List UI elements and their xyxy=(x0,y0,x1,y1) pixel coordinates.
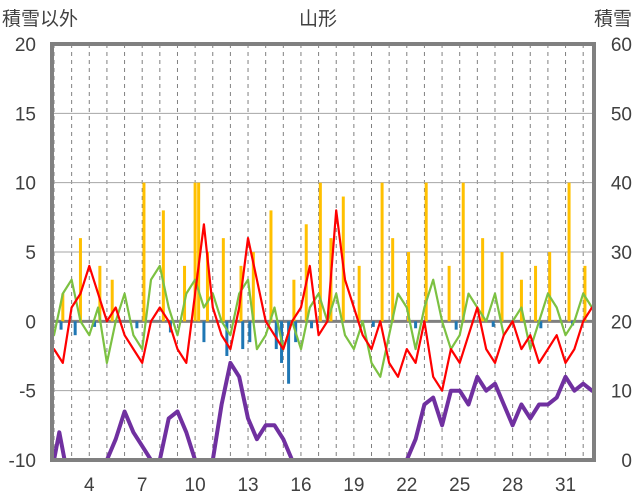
x-tick-label: 28 xyxy=(502,475,523,496)
bar-s2-22 xyxy=(407,252,411,322)
bar-s2-19 xyxy=(357,265,361,322)
bar-s3-1 xyxy=(73,321,77,336)
bar-s2-8 xyxy=(197,182,201,322)
x-tick-label: 25 xyxy=(449,475,470,496)
bar-s3-15 xyxy=(414,321,418,329)
bar-s3-8 xyxy=(248,321,252,343)
bar-s2-10 xyxy=(221,238,225,322)
y-right-tick-label: 10 xyxy=(611,382,632,403)
bar-s2-21 xyxy=(391,238,395,322)
bar-s3-18 xyxy=(539,321,543,329)
bar-s2-13 xyxy=(269,210,273,322)
bar-s2-14 xyxy=(292,279,296,322)
y-right-tick-label: 60 xyxy=(611,35,632,56)
bar-s3-16 xyxy=(454,321,458,330)
bar-s3-7 xyxy=(241,321,245,350)
bar-s2-3 xyxy=(110,279,114,322)
bar-s2-12 xyxy=(251,252,255,322)
bar-s2-16 xyxy=(318,182,322,322)
x-tick-label: 16 xyxy=(290,475,311,496)
series-lines xyxy=(52,209,594,462)
y-left-tick-label: 20 xyxy=(15,35,36,56)
y-left-tick-label: -5 xyxy=(19,382,36,403)
y-right-tick-label: 50 xyxy=(611,104,632,125)
bar-s3-11 xyxy=(287,321,291,384)
bar-s2-15 xyxy=(304,224,308,322)
bar-s3-2 xyxy=(93,321,97,327)
x-tick-label: 7 xyxy=(137,475,148,496)
y-right-tick-label: 0 xyxy=(621,451,632,472)
y-left-tick-label: 10 xyxy=(15,174,36,195)
x-ticks: 4 7 10 13 16 19 22 25 28 31 xyxy=(84,475,576,496)
bar-s3-6 xyxy=(225,321,229,356)
plot-frame xyxy=(50,42,596,462)
y-left-axis-label: 積雪以外 xyxy=(2,8,78,30)
chart-title: 山形 xyxy=(299,8,337,30)
y-left-tick-label: 5 xyxy=(25,243,36,264)
bar-s2-20 xyxy=(380,182,384,322)
y-left-tick-label: 15 xyxy=(15,104,36,125)
bar-s3-5 xyxy=(202,321,206,343)
series-line-1 xyxy=(52,209,594,392)
bar-s2-32 xyxy=(583,265,587,322)
bar-s2-31 xyxy=(567,182,571,322)
bar-s2-5 xyxy=(161,210,165,322)
y-right-tick-label: 40 xyxy=(611,174,632,195)
y-right-ticks: 60 50 40 30 20 10 0 xyxy=(611,35,632,472)
y-right-tick-label: 30 xyxy=(611,243,632,264)
bar-s3-17 xyxy=(491,321,495,327)
bar-s2-7 xyxy=(193,182,197,322)
y-left-ticks: 20 15 10 5 0 -5 -10 xyxy=(9,35,36,472)
x-tick-label: 31 xyxy=(555,475,576,496)
bar-s2-29 xyxy=(534,265,538,322)
bar-s2-9 xyxy=(205,252,209,322)
bar-s2-27 xyxy=(500,252,504,322)
bar-s2-23 xyxy=(424,182,428,322)
bar-s2-0 xyxy=(61,293,65,322)
bar-s2-4 xyxy=(142,182,146,322)
bar-s3-3 xyxy=(135,321,139,329)
bars xyxy=(59,182,587,384)
y-right-tick-label: 20 xyxy=(611,312,632,333)
bar-s2-28 xyxy=(519,279,523,322)
series-line-0 xyxy=(52,264,594,378)
x-tick-label: 19 xyxy=(343,475,364,496)
bar-s3-0 xyxy=(59,321,63,330)
bar-s2-1 xyxy=(78,238,82,322)
gridlines xyxy=(53,43,592,461)
x-tick-label: 22 xyxy=(396,475,417,496)
bar-s3-9 xyxy=(274,321,278,350)
series-line-4 xyxy=(52,360,594,462)
x-tick-label: 10 xyxy=(185,475,206,496)
y-right-axis-label: 積雪 xyxy=(594,8,632,30)
bar-s3-14 xyxy=(371,321,375,327)
y-left-tick-label: -10 xyxy=(9,451,36,472)
bar-s2-2 xyxy=(98,265,102,322)
bar-s2-25 xyxy=(461,182,465,322)
bar-s2-24 xyxy=(447,265,451,322)
y-left-tick-label: 0 xyxy=(25,312,36,333)
x-tick-label: 13 xyxy=(237,475,258,496)
x-tick-label: 4 xyxy=(84,475,95,496)
bar-s2-6 xyxy=(183,265,187,322)
bar-s2-30 xyxy=(548,252,552,322)
bar-s3-13 xyxy=(310,321,314,329)
bar-s2-26 xyxy=(481,238,485,322)
